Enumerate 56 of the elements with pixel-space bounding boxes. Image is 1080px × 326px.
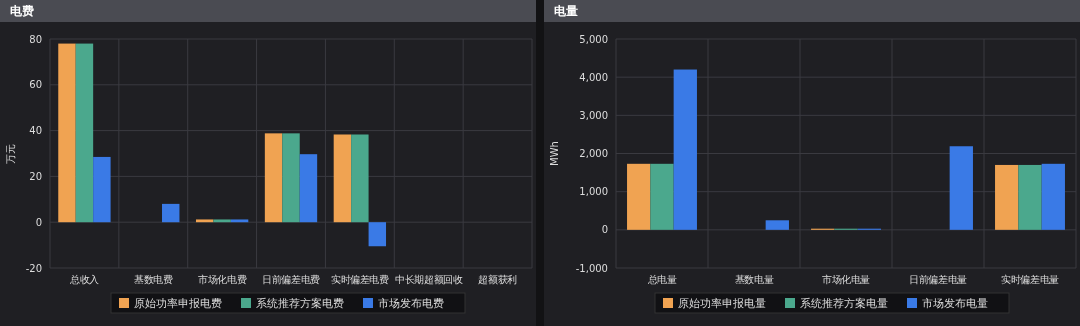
bar (368, 222, 387, 247)
x-tick-label: 实时偏差电费 (331, 274, 390, 285)
x-tick-label: 日前偏差电量 (909, 274, 968, 285)
bar (673, 69, 697, 230)
y-tick-label: 0 (35, 216, 42, 228)
x-tick-label: 基数电费 (134, 274, 173, 285)
x-tick-label: 日前偏差电费 (262, 274, 321, 285)
x-tick-label: 总电量 (646, 274, 677, 285)
bar (93, 156, 111, 223)
y-axis-title: MWh (549, 141, 560, 166)
y-tick-label: 5,000 (579, 33, 608, 45)
x-tick-label: 实时偏差电量 (1001, 274, 1060, 285)
bar (58, 43, 76, 223)
x-tick-label: 基数电量 (734, 274, 774, 285)
bar (264, 133, 283, 223)
bar (765, 220, 789, 230)
legend-label: 市场发布电费 (378, 296, 444, 310)
legend-label: 系统推荐方案电费 (256, 296, 344, 310)
x-tick-label: 总收入 (69, 274, 100, 285)
bar (282, 133, 300, 223)
legend-label: 系统推荐方案电量 (800, 296, 888, 310)
chart-title: 电费 (10, 4, 34, 18)
y-tick-label: 4,000 (579, 71, 608, 83)
y-tick-label: 40 (29, 125, 42, 137)
bar (75, 43, 94, 223)
y-tick-label: 80 (29, 33, 42, 45)
bar (650, 163, 674, 230)
y-tick-label: 0 (601, 224, 608, 236)
legend-label: 原始功率申报电费 (134, 296, 222, 310)
bar (995, 164, 1019, 230)
y-tick-label: -20 (25, 262, 42, 274)
y-tick-label: 1,000 (579, 186, 608, 198)
bar (351, 134, 369, 223)
x-tick-label: 市场化电量 (821, 274, 871, 285)
bar (162, 203, 180, 223)
legend-label: 市场发布电量 (922, 296, 988, 310)
chart-title: 电量 (554, 4, 578, 18)
bar (213, 219, 231, 223)
x-tick-label: 超额获利 (478, 274, 518, 285)
y-tick-label: -1,000 (575, 262, 608, 274)
y-tick-label: 20 (29, 170, 42, 182)
bar (627, 163, 651, 230)
y-tick-label: 2,000 (579, 148, 608, 159)
y-axis-title: 万元 (5, 143, 16, 164)
bar (1018, 164, 1042, 230)
bar (299, 154, 318, 223)
y-tick-label: 60 (29, 79, 42, 91)
bar (230, 219, 249, 223)
bar (1041, 163, 1065, 230)
bar (333, 134, 352, 223)
bar (195, 219, 214, 223)
x-tick-label: 市场化电费 (198, 274, 247, 285)
y-tick-label: 3,000 (579, 109, 608, 121)
bar (949, 146, 973, 230)
x-tick-label: 中长期超额回收 (395, 274, 463, 285)
legend-label: 原始功率申报电量 (678, 296, 766, 310)
